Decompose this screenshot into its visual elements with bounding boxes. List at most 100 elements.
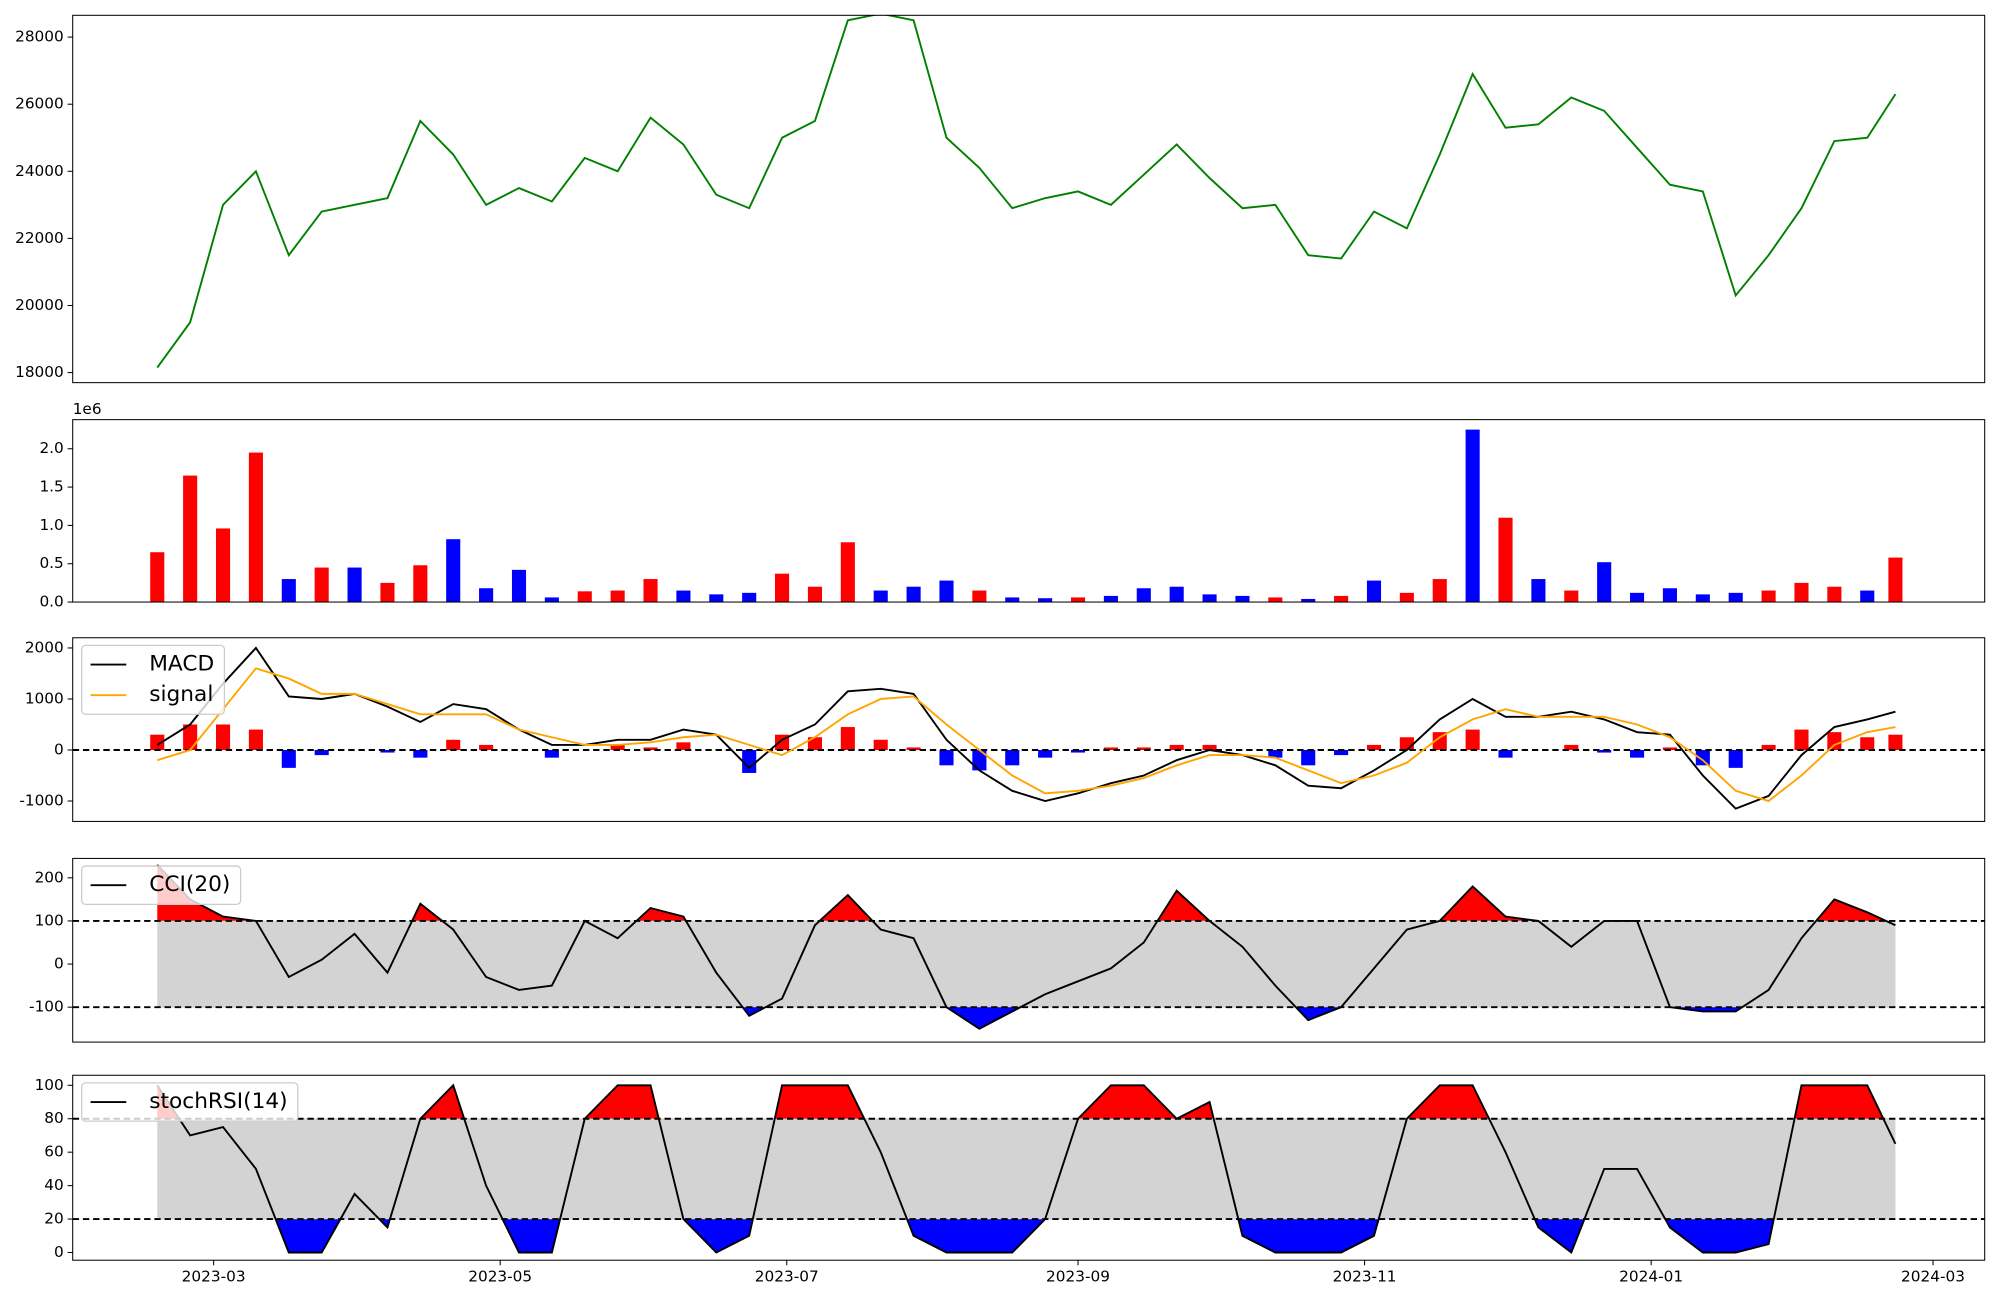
axes-frame [72,419,1986,603]
histogram-bar [840,727,855,750]
histogram-bar [1301,750,1316,766]
volume-bar [446,539,461,603]
histogram-bar [1498,750,1513,758]
y-tick-label: 18000 [15,363,64,381]
legend: CCI(20) [80,865,242,905]
y-tick-label: 0.0 [39,593,63,611]
y-tick-label: 2000 [25,638,64,656]
y-tick-label: 20000 [15,296,64,314]
volume-bar [511,569,527,603]
neutral-band [157,920,1896,1008]
histogram-bar [281,750,296,768]
axes-frame [72,637,1986,822]
series-line [156,1083,1897,1255]
volume-bar [1432,579,1447,603]
histogram-bar [807,737,822,750]
legend-label: CCI(20) [149,872,230,897]
histogram-bar [742,750,757,773]
volume-bar [610,590,625,603]
volume-bar [380,582,395,603]
volume-bar [150,552,165,603]
histogram-bar [183,724,198,750]
histogram-bar [1860,737,1875,750]
histogram-bar [873,739,888,750]
y-tick-label: 0 [54,955,64,973]
y-tick-label: 1.0 [39,516,63,534]
legend: stochRSI(14) [80,1082,299,1122]
histogram-bar [1662,747,1677,750]
y-tick-label: 100 [35,1076,64,1094]
volume-bar [1301,598,1316,603]
histogram-bar [1761,744,1776,750]
volume-bar [906,586,921,603]
axes-frame [72,14,1986,384]
volume-bar [807,586,822,603]
y-tick-label: 28000 [15,28,64,46]
y-tick-label: 100 [35,911,64,929]
legend-box [80,644,226,715]
histogram-bar [1038,750,1053,758]
histogram-bar [413,750,428,758]
histogram-bar [479,744,494,750]
y-tick-label: 200 [35,868,64,886]
volume-bar [1695,594,1710,603]
y-tick-label: 1000 [25,689,64,707]
x-tick-label: 2023-05 [468,1267,532,1285]
series-line [156,15,1897,369]
histogram-bar [215,724,231,750]
volume-bar [1169,586,1184,603]
histogram-bar [150,734,165,750]
histogram-bar [676,742,691,750]
volume-bar [1827,586,1842,603]
volume-bar [1005,597,1020,603]
volume-bar [479,588,494,603]
histogram-bar [1399,737,1414,750]
volume-bar [676,590,691,603]
volume-bar [939,580,954,603]
overbought-area [157,864,1896,921]
volume-bar [281,579,296,603]
y-tick-label: 0 [54,1243,64,1261]
volume-bar [840,542,855,603]
x-tick-label: 2023-09 [1046,1267,1110,1285]
histogram-bar [1268,750,1283,758]
legend-label: signal [149,682,213,707]
volume-bar [1038,598,1053,603]
volume-bar [248,452,263,603]
volume-bar [1728,592,1743,603]
histogram-bar [1070,750,1086,753]
histogram-bar [1888,734,1903,750]
legend-box [80,865,242,905]
y-tick-label: 0 [54,741,64,759]
plot-area [72,864,1985,1030]
volume-bar [314,567,329,603]
plot-area [156,15,1897,369]
histogram-bar [1169,744,1184,750]
volume-bar [972,590,987,603]
histogram-bar [1564,744,1579,750]
volume-bar [1597,562,1612,603]
volume-bar [347,567,362,603]
x-tick-label: 2023-07 [755,1267,819,1285]
histogram-bar [1366,744,1382,750]
oversold-area [157,1219,1896,1253]
volume-bar [1366,580,1382,603]
legend-label: MACD [149,652,214,677]
y-tick-label: 26000 [15,95,64,113]
histogram-bar [1465,729,1480,750]
volume-bar [183,475,198,603]
volume-bar [775,573,790,603]
y-tick-label: 24000 [15,162,64,180]
histogram-bar [446,739,461,750]
histogram-bar [1202,744,1217,750]
volume-bar [1136,588,1151,603]
panel: 0.0 0.5 1.0 1.5 2.0 1e6 [39,400,1986,611]
volume-bar [1630,592,1645,603]
axes-frame [72,857,1986,1043]
volume-bar [1531,579,1546,603]
histogram-bar [972,750,987,771]
y-tick-label: -1000 [19,792,63,810]
panel: -100 0 100 200 CCI(20) [29,857,1986,1043]
histogram-bar [1630,750,1645,758]
